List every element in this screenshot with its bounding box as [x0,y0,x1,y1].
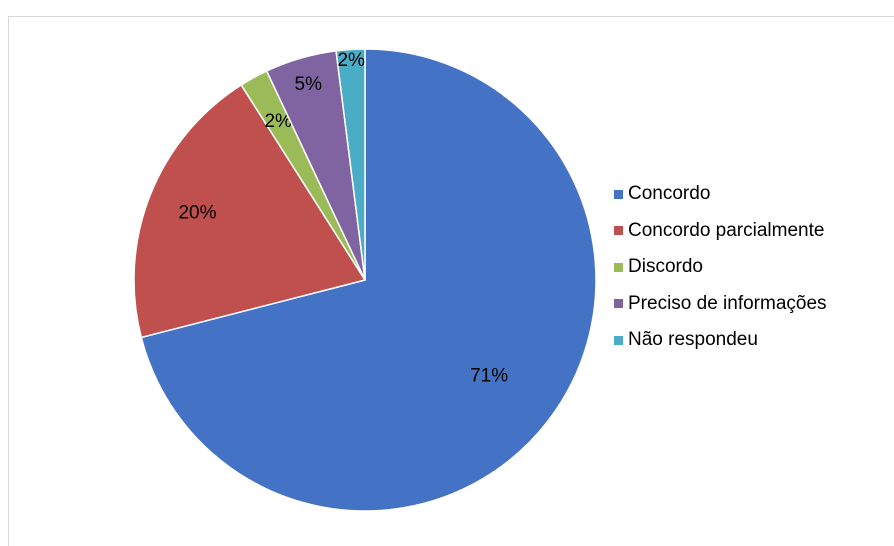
legend-swatch [614,299,623,309]
legend-item-discordo[interactable]: Discordo [614,249,827,286]
legend-swatch [614,335,623,345]
legend-label: Concordo parcialmente [628,219,825,241]
legend-label: Não respondeu [628,329,758,351]
legend: Concordo Concordo parcialmente Discordo … [614,176,827,359]
pie-chart: 71%20%2%5%2% [133,48,597,512]
pie-slice-concordo[interactable] [140,48,597,512]
legend-label: Discordo [628,256,703,278]
data-label: 71% [470,365,508,386]
legend-item-nao-respondeu[interactable]: Não respondeu [614,322,827,359]
legend-item-concordo-parcialmente[interactable]: Concordo parcialmente [614,213,827,250]
pie-slice-concordo-parcialmente[interactable] [133,83,367,339]
legend-item-concordo[interactable]: Concordo [614,176,827,213]
chart-frame [8,16,894,546]
legend-label: Preciso de informações [628,292,827,314]
legend-swatch [614,189,623,199]
pie-slice-nao-respondeu[interactable] [335,48,366,281]
legend-item-preciso-de-informacoes[interactable]: Preciso de informações [614,286,827,323]
legend-swatch [614,226,623,236]
legend-label: Concordo [628,183,711,205]
data-label: 20% [178,203,216,224]
legend-swatch [614,262,623,272]
chart-area: 71% 20% 2% 5% 2% Concordo Concordo parcialme… [8,16,894,546]
data-label: 2% [264,111,292,132]
data-label: 2% [337,50,365,71]
data-label: 5% [295,74,323,95]
